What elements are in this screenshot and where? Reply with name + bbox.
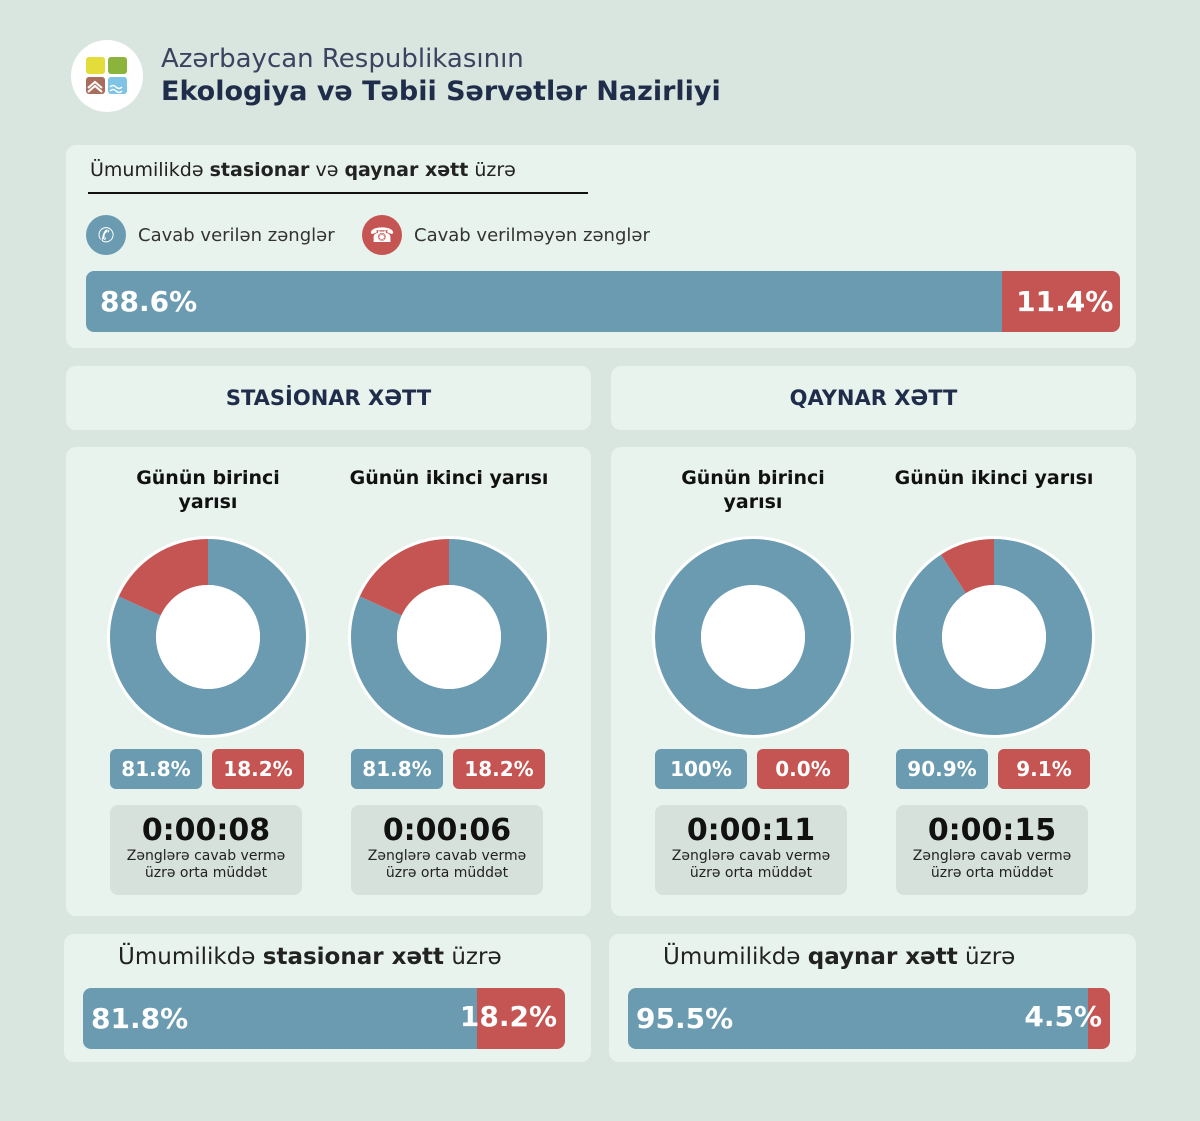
- overall-bar: 88.6% 11.4%: [86, 271, 1120, 332]
- donut-hole: [156, 585, 260, 689]
- header-title: Ekologiya və Təbii Sərvətlər Nazirliyi: [161, 76, 721, 107]
- section-total-title: Ümumilikdə qaynar xətt üzrə: [663, 944, 1016, 970]
- donut-chart: [107, 536, 309, 738]
- bar-missed-label: 18.2%: [459, 1000, 557, 1033]
- header-subtitle: Azərbaycan Respublikasının: [161, 44, 524, 74]
- missed-pill: 18.2%: [453, 749, 545, 789]
- avg-time-box: 0:00:06 Zənglərə cavab vermə üzrə orta m…: [351, 805, 543, 895]
- avg-time-value: 0:00:08: [141, 813, 271, 848]
- avg-time-box: 0:00:15 Zənglərə cavab vermə üzrə orta m…: [896, 805, 1088, 895]
- half-title: Günün birinci yarısı: [136, 467, 280, 513]
- legend-missed: ☎ Cavab verilməyən zənglər: [362, 215, 650, 255]
- missed-pill: 18.2%: [212, 749, 304, 789]
- bar-missed: 11.4%: [1002, 271, 1120, 332]
- avg-time-value: 0:00:06: [382, 813, 512, 848]
- avg-time-value: 0:00:15: [927, 813, 1057, 848]
- donut-slice-missed: [940, 539, 994, 594]
- avg-time-label: Zənglərə cavab vermə üzrə orta müddət: [912, 848, 1072, 881]
- missed-pill: 9.1%: [998, 749, 1090, 789]
- section-total-panel: Ümumilikdə qaynar xətt üzrə 95.5% 4.5%: [609, 934, 1136, 1062]
- avg-time-value: 0:00:11: [686, 813, 816, 848]
- bar-answered: 88.6%: [86, 271, 1003, 332]
- half-title: Günün ikinci yarısı: [349, 467, 549, 489]
- section-header: STASİONAR XƏTT: [66, 366, 591, 430]
- donut-slice-answered: [351, 539, 547, 735]
- donut-slice-answered: [896, 539, 1092, 735]
- section-total-bar: 95.5%: [628, 988, 1110, 1049]
- donut-slice-missed: [118, 539, 208, 616]
- bar-answered: 81.8%: [83, 988, 478, 1049]
- donut-hole: [942, 585, 1046, 689]
- overall-title: Ümumilikdə stasionar və qaynar xətt üzrə: [90, 159, 516, 181]
- title-underline: [88, 192, 588, 194]
- donut-slice-answered: [655, 539, 851, 735]
- donut-hole: [397, 585, 501, 689]
- bar-answered: 95.5%: [628, 988, 1089, 1049]
- donut-chart: [652, 536, 854, 738]
- bar-missed: [1088, 988, 1110, 1049]
- avg-time-label: Zənglərə cavab vermə üzrə orta müddət: [367, 848, 527, 881]
- logo-icon: [86, 57, 127, 94]
- phone-icon: ✆: [86, 215, 126, 255]
- overall-panel: Ümumilikdə stasionar və qaynar xətt üzrə…: [66, 145, 1136, 348]
- section-total-bar: 81.8%: [83, 988, 565, 1049]
- section-total-title: Ümumilikdə stasionar xətt üzrə: [118, 944, 502, 970]
- donut-slice-missed: [359, 539, 449, 616]
- answered-pill: 90.9%: [896, 749, 988, 789]
- donut-chart: [893, 536, 1095, 738]
- answered-pill: 81.8%: [110, 749, 202, 789]
- half-title: Günün birinci yarısı: [681, 467, 825, 513]
- avg-time-box: 0:00:11 Zənglərə cavab vermə üzrə orta m…: [655, 805, 847, 895]
- ministry-logo: [71, 40, 143, 112]
- avg-time-label: Zənglərə cavab vermə üzrə orta müddət: [671, 848, 831, 881]
- bar-missed-label: 4.5%: [1024, 1000, 1102, 1033]
- avg-time-box: 0:00:08 Zənglərə cavab vermə üzrə orta m…: [110, 805, 302, 895]
- answered-pill: 100%: [655, 749, 747, 789]
- section-total-panel: Ümumilikdə stasionar xətt üzrə 81.8% 18.…: [64, 934, 591, 1062]
- legend-answered: ✆ Cavab verilən zənglər: [86, 215, 335, 255]
- hang-up-icon: ☎: [362, 215, 402, 255]
- answered-pill: 81.8%: [351, 749, 443, 789]
- half-title: Günün ikinci yarısı: [894, 467, 1094, 489]
- donut-slice-answered: [110, 539, 307, 735]
- donut-chart: [348, 536, 550, 738]
- bar-missed: [477, 988, 565, 1049]
- avg-time-label: Zənglərə cavab vermə üzrə orta müddət: [126, 848, 286, 881]
- missed-pill: 0.0%: [757, 749, 849, 789]
- section-header: QAYNAR XƏTT: [611, 366, 1136, 430]
- donut-hole: [701, 585, 805, 689]
